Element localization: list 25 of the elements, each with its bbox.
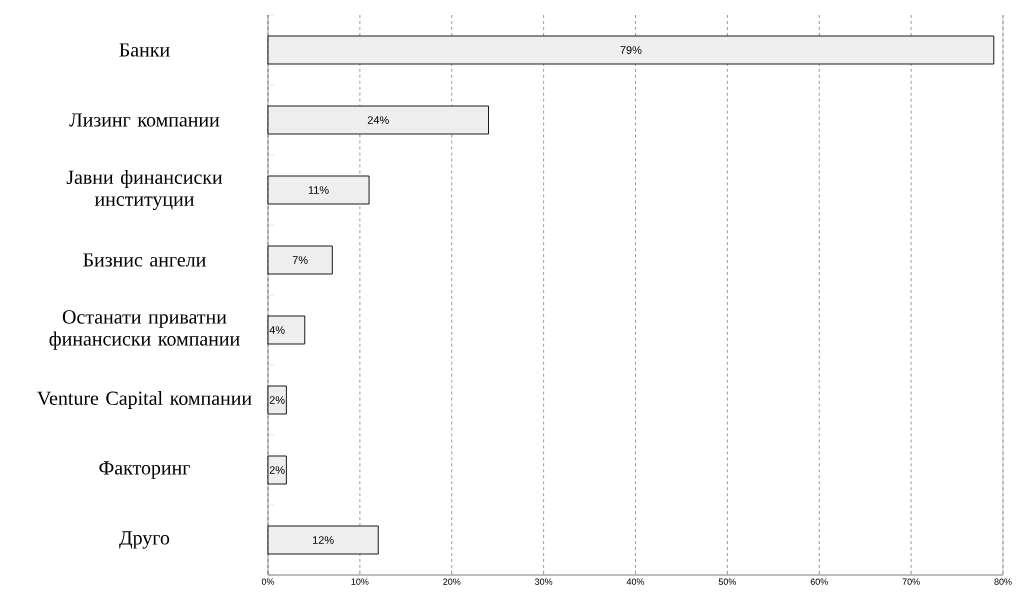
data-label: 2% [269, 396, 285, 404]
x-tick-label: 0% [261, 578, 275, 585]
data-label: 12% [312, 536, 334, 544]
data-label: 79% [620, 46, 642, 54]
y-tick-label: Останати приватни финансиски компании [49, 310, 240, 350]
x-tick-label: 30% [534, 578, 553, 585]
data-label: 2% [269, 466, 285, 474]
data-label: 4% [269, 326, 285, 334]
y-tick-label: Банки [119, 43, 170, 57]
x-tick-label: 40% [626, 578, 645, 585]
x-tick-label: 20% [443, 578, 461, 585]
data-label: 7% [292, 256, 308, 264]
y-tick-label: Venture Capital компании [37, 390, 252, 410]
x-tick-label: 70% [902, 578, 920, 585]
y-tick-label: Лизинг компании [69, 113, 220, 127]
data-label: 24% [367, 116, 389, 124]
data-label: 11% [308, 186, 329, 194]
y-tick-label: Јавни финансиски институции [66, 169, 223, 211]
x-tick-label: 10% [351, 578, 369, 585]
x-tick-label: 80% [994, 578, 1012, 585]
y-tick-label: Факторинг [99, 461, 190, 479]
x-tick-label: 60% [810, 578, 828, 585]
x-tick-label: 50% [718, 578, 737, 585]
y-tick-label: Друго [119, 531, 170, 549]
y-tick-label: Бизнис ангели [83, 253, 206, 267]
